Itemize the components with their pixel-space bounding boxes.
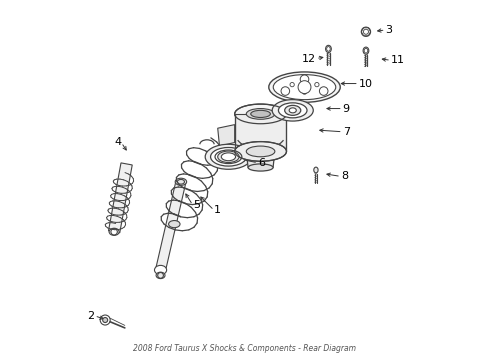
Ellipse shape — [175, 178, 186, 185]
Text: 3: 3 — [385, 25, 392, 35]
Polygon shape — [108, 163, 132, 233]
Text: 7: 7 — [342, 127, 349, 137]
Circle shape — [302, 90, 306, 94]
Polygon shape — [217, 125, 234, 146]
Ellipse shape — [217, 151, 239, 162]
Ellipse shape — [221, 153, 235, 161]
Polygon shape — [155, 181, 185, 271]
Ellipse shape — [284, 105, 300, 115]
Circle shape — [102, 318, 107, 323]
Circle shape — [281, 87, 289, 95]
Ellipse shape — [272, 100, 313, 121]
Text: 1: 1 — [214, 205, 221, 215]
Ellipse shape — [234, 141, 286, 161]
Ellipse shape — [278, 103, 306, 118]
Ellipse shape — [326, 46, 329, 51]
Ellipse shape — [168, 221, 180, 228]
Ellipse shape — [210, 148, 246, 166]
Ellipse shape — [364, 48, 367, 53]
Text: 8: 8 — [340, 171, 347, 181]
Ellipse shape — [205, 144, 251, 169]
Text: 5: 5 — [192, 200, 199, 210]
Circle shape — [361, 27, 370, 36]
Ellipse shape — [268, 72, 340, 102]
Text: 10: 10 — [358, 78, 372, 89]
Text: 2008 Ford Taurus X Shocks & Components - Rear Diagram: 2008 Ford Taurus X Shocks & Components -… — [133, 344, 355, 353]
Ellipse shape — [363, 47, 368, 54]
Circle shape — [289, 82, 294, 87]
Text: 11: 11 — [390, 55, 404, 65]
Circle shape — [300, 75, 308, 84]
Ellipse shape — [109, 228, 119, 235]
Text: 4: 4 — [114, 138, 121, 148]
Circle shape — [298, 81, 310, 94]
Circle shape — [100, 315, 110, 325]
Polygon shape — [246, 152, 274, 167]
Ellipse shape — [273, 75, 335, 100]
Ellipse shape — [234, 104, 286, 124]
Circle shape — [314, 82, 318, 87]
Text: 9: 9 — [342, 104, 349, 113]
Text: 12: 12 — [301, 54, 315, 64]
Text: 2: 2 — [87, 311, 94, 321]
Polygon shape — [234, 114, 286, 152]
Ellipse shape — [247, 164, 272, 171]
Ellipse shape — [154, 265, 166, 275]
Ellipse shape — [246, 146, 274, 157]
Ellipse shape — [313, 167, 317, 173]
Ellipse shape — [246, 109, 274, 119]
Circle shape — [319, 87, 327, 95]
Circle shape — [363, 29, 367, 34]
Text: 6: 6 — [258, 158, 264, 168]
Ellipse shape — [325, 45, 331, 53]
Ellipse shape — [250, 111, 270, 117]
Ellipse shape — [156, 272, 164, 279]
Ellipse shape — [288, 108, 296, 113]
